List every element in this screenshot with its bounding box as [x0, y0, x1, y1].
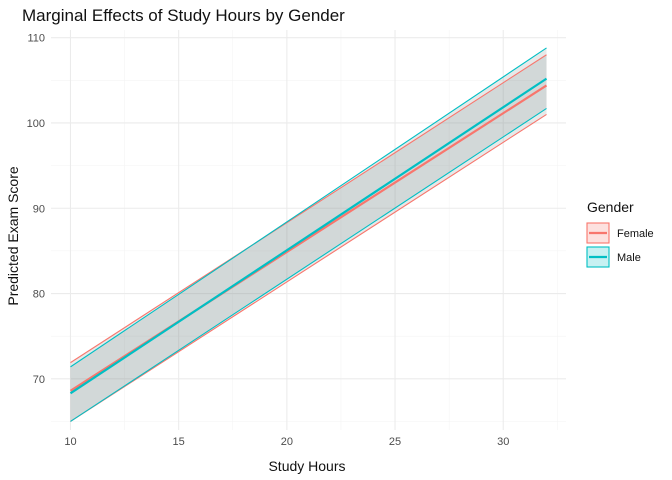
y-tick-label: 110 [27, 33, 45, 45]
male-lower-bound [70, 108, 547, 422]
y-axis-label: Predicted Exam Score [5, 166, 21, 305]
x-axis-ticks: 10 15 20 25 30 [64, 436, 509, 448]
y-tick-label: 80 [33, 289, 45, 301]
x-tick-label: 25 [389, 436, 401, 448]
legend-item-male: Male [586, 246, 641, 268]
legend-title: Gender [587, 199, 634, 215]
y-tick-label: 100 [27, 118, 45, 130]
male-upper-bound [70, 47, 547, 368]
female-upper-bound [70, 54, 547, 364]
legend-item-female: Female [586, 222, 654, 244]
x-tick-label: 15 [173, 436, 185, 448]
chart-title: Marginal Effects of Study Hours by Gende… [22, 6, 345, 25]
legend-label-male: Male [617, 252, 641, 264]
y-tick-label: 90 [33, 203, 45, 215]
series-lines [69, 47, 548, 422]
male-fit-line [69, 77, 548, 395]
legend: Gender Female Male [586, 199, 654, 268]
x-tick-label: 30 [497, 436, 509, 448]
y-tick-label: 70 [33, 374, 45, 386]
x-tick-label: 10 [64, 436, 76, 448]
x-tick-label: 20 [281, 436, 293, 448]
female-lower-bound [70, 113, 547, 422]
legend-label-female: Female [617, 228, 654, 240]
x-axis-label: Study Hours [268, 458, 345, 474]
y-axis-ticks: 70 80 90 100 110 [27, 33, 45, 386]
